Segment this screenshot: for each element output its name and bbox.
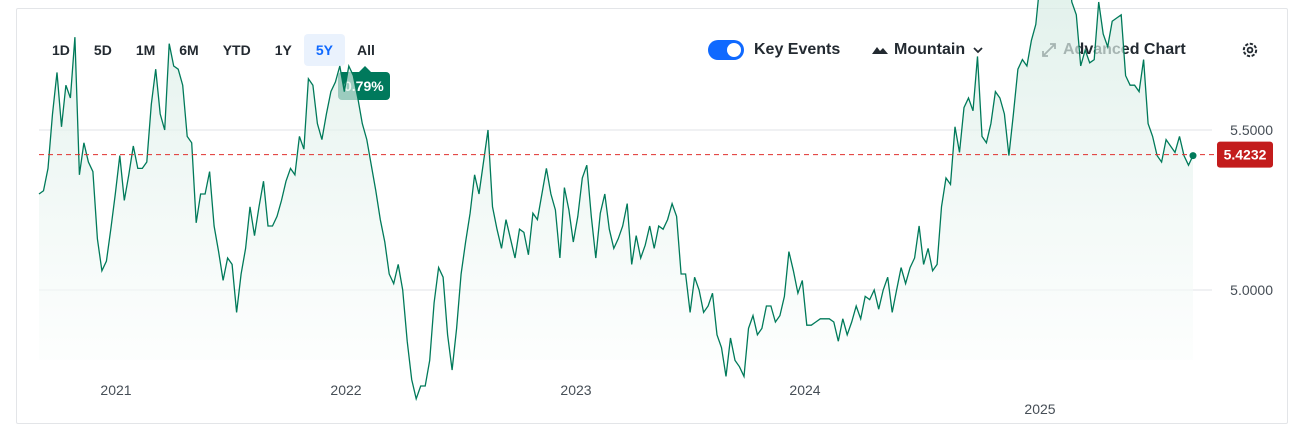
x-tick-label: 2022	[330, 382, 361, 398]
area-fill	[39, 0, 1193, 399]
range-all[interactable]: All	[356, 42, 375, 58]
x-tick-label: 2021	[100, 382, 131, 398]
range-1y[interactable]: 1Y	[274, 42, 292, 58]
y-tick-label: 5.0000	[1230, 282, 1273, 298]
range-5d[interactable]: 5D	[93, 42, 112, 58]
price-line	[38, 0, 1194, 402]
chevron-down-icon	[973, 47, 983, 54]
x-tick-label: 2025	[1024, 401, 1055, 417]
last-point	[1189, 152, 1197, 160]
range-ytd[interactable]: YTD	[222, 42, 251, 58]
gear-icon[interactable]	[1240, 40, 1260, 60]
key-events-toggle[interactable]: Key Events	[708, 36, 840, 64]
chart-type-label: Mountain	[894, 41, 966, 58]
last-value-label: 5.4232	[1224, 147, 1267, 163]
last-value-badge	[1217, 141, 1273, 168]
y-tick-label: 5.5000	[1230, 122, 1273, 138]
mountain-icon	[872, 47, 888, 54]
range-selector: 1D 5D 1M 6M YTD 1Y 5Y All	[40, 34, 387, 66]
toggle-switch[interactable]	[708, 40, 744, 60]
range-1m[interactable]: 1M	[135, 42, 156, 58]
change-badge-pointer	[359, 66, 371, 72]
x-tick-label: 2023	[560, 382, 591, 398]
x-tick-label: 2024	[789, 382, 820, 398]
key-events-label: Key Events	[754, 41, 841, 58]
range-5y[interactable]: 5Y	[303, 34, 345, 66]
range-6m[interactable]: 6M	[179, 42, 199, 58]
chart-type-dropdown[interactable]: Mountain	[872, 36, 983, 64]
range-1d[interactable]: 1D	[52, 42, 70, 58]
